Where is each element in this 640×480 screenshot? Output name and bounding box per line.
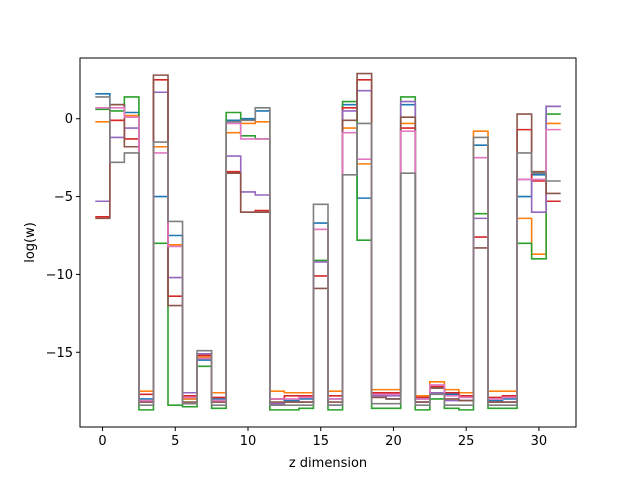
x-tick-label: 15 bbox=[312, 434, 329, 449]
y-tick-label: −15 bbox=[46, 346, 73, 361]
x-tick-label: 20 bbox=[385, 434, 402, 449]
series-line-6 bbox=[95, 72, 561, 403]
x-tick-label: 0 bbox=[98, 434, 106, 449]
series-line-8 bbox=[95, 96, 561, 406]
x-tick-label: 10 bbox=[240, 434, 257, 449]
x-axis-label: z dimension bbox=[289, 456, 367, 471]
x-tick-label: 30 bbox=[531, 434, 548, 449]
axes-frame bbox=[79, 57, 577, 428]
y-axis-label: log(w) bbox=[23, 222, 38, 263]
series-layer bbox=[95, 72, 561, 411]
y-tick-label: −10 bbox=[46, 268, 73, 283]
x-tick-label: 25 bbox=[458, 434, 475, 449]
y-tick-label: −5 bbox=[54, 190, 73, 205]
ticks-layer: 0 5 10 15 20 25 30 −15 −10 −5 0 bbox=[46, 112, 548, 449]
x-tick-label: 5 bbox=[171, 434, 179, 449]
y-tick-label: 0 bbox=[65, 112, 73, 127]
